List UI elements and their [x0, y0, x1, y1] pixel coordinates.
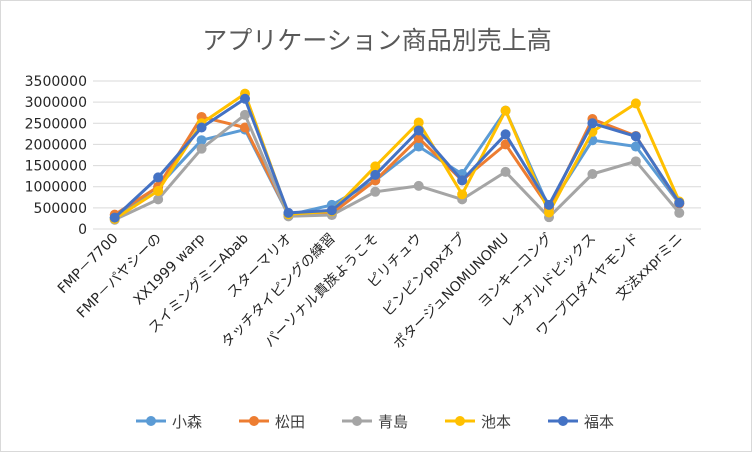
y-tick-label: 2000000 — [25, 137, 87, 153]
legend-label: 松田 — [275, 413, 305, 431]
legend-label: 池本 — [481, 413, 511, 431]
y-tick-label: 1500000 — [25, 159, 87, 175]
data-point — [674, 197, 685, 208]
legend-item: 松田 — [239, 413, 305, 431]
data-point — [630, 141, 641, 152]
data-point — [196, 135, 207, 146]
data-point — [109, 212, 120, 223]
chart-title: アプリケーション商品別売上高 — [202, 26, 552, 55]
legend-item: 福本 — [548, 413, 614, 431]
legend: 小森 松田 青島 池本 福本 — [136, 413, 614, 431]
y-tick-label: 2500000 — [25, 116, 87, 132]
data-point — [630, 131, 641, 142]
data-point — [153, 185, 164, 196]
data-point — [413, 180, 424, 191]
y-tick-label: 3500000 — [25, 74, 87, 90]
legend-swatch-marker — [249, 416, 259, 426]
series-layer — [109, 88, 685, 225]
data-point — [370, 186, 381, 197]
data-point — [196, 122, 207, 133]
legend-swatch-marker — [455, 416, 465, 426]
y-axis-ticks: 0 500000 1000000 1500000 2000000 2500000 30000… — [25, 74, 87, 238]
data-point — [587, 169, 598, 180]
data-point — [413, 117, 424, 128]
series-line — [113, 92, 681, 221]
legend-swatch-marker — [352, 416, 362, 426]
data-point — [153, 172, 164, 183]
legend-item: 小森 — [136, 413, 202, 431]
series-line — [113, 97, 681, 219]
data-point — [196, 143, 207, 154]
data-point — [500, 105, 511, 116]
legend-label: 青島 — [378, 413, 408, 431]
series-5 — [109, 93, 685, 223]
data-point — [240, 93, 250, 104]
series-line — [113, 109, 681, 219]
data-point — [630, 156, 641, 167]
series-line — [114, 113, 681, 222]
data-point — [500, 139, 511, 150]
data-point — [630, 98, 641, 109]
data-point — [153, 194, 164, 205]
data-point — [240, 109, 250, 120]
data-point — [413, 141, 424, 152]
legend-swatch-marker — [558, 416, 568, 426]
data-point — [326, 205, 337, 216]
data-point — [283, 207, 294, 218]
y-tick-label: 0 — [78, 222, 87, 238]
data-point — [544, 199, 554, 210]
legend-swatch-marker — [146, 416, 156, 426]
legend-item: 青島 — [342, 413, 408, 431]
legend-item: 池本 — [445, 413, 511, 431]
data-point — [544, 207, 554, 218]
data-point — [240, 122, 250, 133]
data-point — [500, 166, 511, 177]
y-tick-label: 3000000 — [25, 95, 87, 111]
y-tick-label: 1000000 — [25, 180, 87, 196]
data-point — [674, 207, 685, 218]
gridlines — [93, 80, 701, 230]
y-tick-label: 500000 — [34, 201, 87, 217]
legend-label: 小森 — [172, 413, 202, 431]
x-tick-label: ヨンキーコング — [475, 231, 556, 312]
data-point — [457, 189, 468, 200]
series-3 — [109, 109, 685, 225]
data-point — [370, 161, 381, 172]
data-point — [587, 118, 598, 129]
data-point — [500, 129, 511, 140]
data-point — [370, 169, 381, 180]
data-point — [413, 125, 424, 136]
data-point — [457, 175, 468, 186]
legend-label: 福本 — [584, 413, 614, 431]
